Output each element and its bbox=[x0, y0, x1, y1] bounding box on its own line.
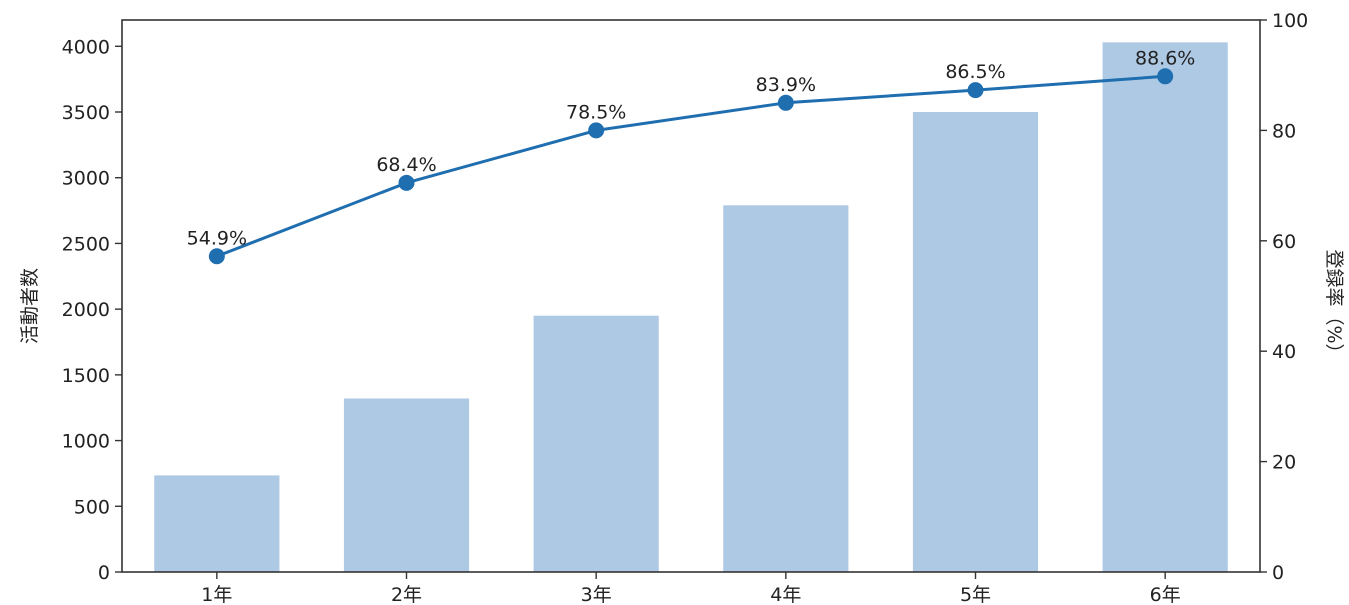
data-label: 83.9% bbox=[756, 74, 816, 96]
x-tick-label: 4年 bbox=[770, 584, 801, 605]
x-tick-label: 3年 bbox=[581, 584, 612, 605]
y-tick-label: 2000 bbox=[62, 299, 110, 321]
x-axis: 1年 2年 3年 4年 5年 6年 bbox=[201, 572, 1181, 605]
y-tick-label: 1500 bbox=[62, 365, 110, 387]
y-tick-label: 1000 bbox=[62, 431, 110, 453]
y2-tick-label: 60 bbox=[1272, 231, 1296, 253]
bar bbox=[533, 315, 659, 572]
y2-tick-label: 40 bbox=[1272, 341, 1296, 363]
bars-layer bbox=[154, 42, 1228, 573]
bar bbox=[723, 205, 849, 573]
data-label: 86.5% bbox=[945, 61, 1005, 83]
line-point bbox=[588, 122, 605, 139]
line-point bbox=[398, 174, 415, 191]
data-label: 78.5% bbox=[566, 101, 626, 123]
line-point bbox=[777, 94, 794, 111]
x-tick-label: 5年 bbox=[960, 584, 991, 605]
y-tick-label: 3500 bbox=[62, 102, 110, 124]
data-label: 88.6% bbox=[1135, 47, 1195, 69]
x-tick-label: 6年 bbox=[1150, 584, 1181, 605]
y-tick-label: 500 bbox=[74, 496, 110, 518]
data-labels-layer: 54.9% 68.4% 78.5% 83.9% 86.5% 88.6% bbox=[187, 47, 1196, 249]
y-tick-label: 4000 bbox=[62, 36, 110, 58]
data-label: 54.9% bbox=[187, 227, 247, 249]
y-axis-left: 0 500 1000 1500 2000 2500 3000 3500 4000 bbox=[62, 36, 122, 584]
plot-area bbox=[122, 20, 1260, 572]
series-line bbox=[216, 74, 1166, 258]
y2-axis-title: 登録率（%） bbox=[1323, 249, 1345, 362]
y-axis-title: 活動者数 bbox=[19, 268, 41, 344]
y2-tick-label: 100 bbox=[1272, 10, 1308, 32]
x-tick-label: 2年 bbox=[391, 584, 422, 605]
line-point bbox=[1157, 68, 1174, 85]
line-point bbox=[967, 82, 984, 99]
bar bbox=[343, 398, 470, 572]
bar bbox=[1102, 42, 1228, 573]
y2-tick-label: 0 bbox=[1272, 562, 1284, 584]
y-axis-right: 0 20 40 60 80 100 bbox=[1260, 10, 1308, 584]
bar bbox=[154, 475, 280, 572]
line-point bbox=[208, 248, 225, 265]
y-tick-label: 3000 bbox=[62, 168, 110, 190]
x-tick-label: 1年 bbox=[201, 584, 232, 605]
y2-tick-label: 20 bbox=[1272, 452, 1296, 474]
data-label: 68.4% bbox=[376, 154, 436, 176]
plot-frame bbox=[121, 19, 1261, 573]
bar bbox=[912, 112, 1039, 572]
line-layer bbox=[208, 68, 1174, 265]
y-tick-label: 0 bbox=[98, 562, 110, 584]
y2-tick-label: 80 bbox=[1272, 120, 1296, 142]
y-tick-label: 2500 bbox=[62, 233, 110, 255]
